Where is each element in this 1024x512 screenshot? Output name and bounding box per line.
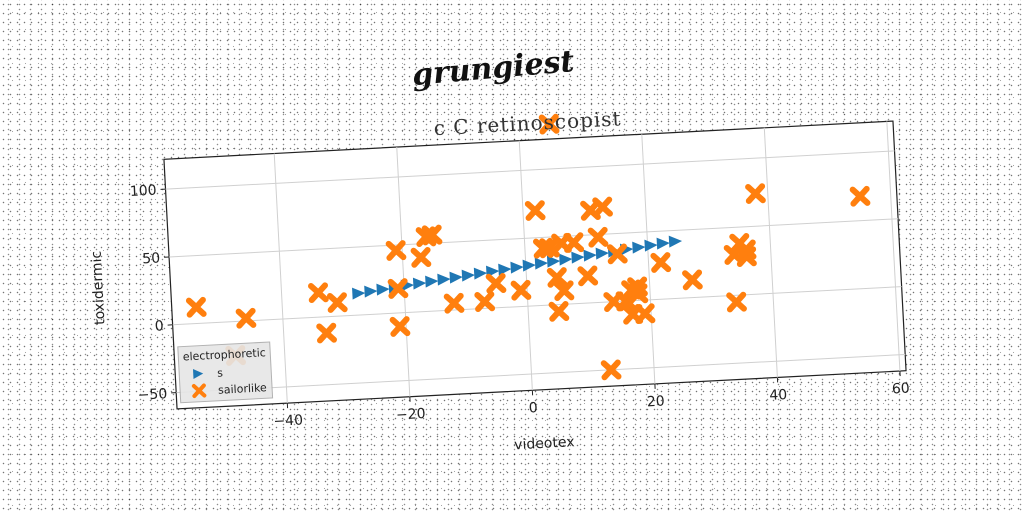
point-sailorlike: [538, 113, 560, 135]
legend-marker-sailorlike: [191, 383, 207, 399]
y-gridline: [169, 218, 899, 258]
x-gridline: [396, 147, 411, 397]
y-tick-label: 100: [129, 183, 157, 200]
point-sailorlike: [326, 292, 348, 313]
point-sailorlike: [524, 200, 546, 221]
point-s: [449, 271, 463, 284]
point-sailorlike: [443, 292, 465, 314]
point-sailorlike: [316, 322, 337, 344]
chart-title: c C retinoscopist: [433, 106, 622, 140]
point-sailorlike: [546, 267, 568, 288]
point-s: [510, 261, 524, 274]
legend-label-sailorlike: sailorlike: [218, 381, 268, 397]
point-s: [522, 259, 536, 272]
y-tick-label: 0: [154, 318, 164, 334]
point-sailorlike: [387, 278, 409, 299]
x-tick-label: 0: [528, 400, 538, 416]
point-s: [534, 257, 549, 270]
point-s: [668, 235, 683, 248]
point-sailorlike: [592, 196, 613, 218]
point-sailorlike: [410, 247, 432, 268]
point-sailorlike: [745, 183, 766, 204]
point-s: [571, 251, 585, 264]
point-sailorlike: [627, 283, 649, 304]
point-s: [546, 255, 561, 268]
y-gridline: [172, 286, 902, 326]
y-tick-label: 50: [142, 250, 161, 267]
point-s: [498, 263, 512, 276]
point-sailorlike: [849, 185, 871, 207]
point-s: [461, 269, 475, 282]
legend-marker-s: [192, 369, 204, 380]
x-tick-label: 40: [769, 387, 788, 404]
legend-title: electrophoretic: [182, 346, 266, 363]
point-sailorlike: [606, 243, 628, 265]
series-s: [352, 235, 683, 300]
point-sailorlike: [650, 252, 672, 273]
chart-suptitle: grungiest: [411, 44, 576, 93]
legend: electrophoretic s sailorlike: [177, 341, 274, 404]
x-gridline: [641, 134, 656, 384]
x-tick-label: 20: [646, 393, 665, 410]
point-s: [437, 273, 451, 286]
point-s: [412, 277, 427, 290]
x-tick-label: 60: [892, 381, 911, 398]
point-sailorlike: [600, 359, 622, 381]
x-gridline: [886, 121, 901, 372]
point-s: [352, 287, 366, 300]
legend-label-s: s: [217, 366, 224, 379]
point-sailorlike: [389, 316, 411, 337]
plot-area: −40 −20 0 20 40 60 −50 0 50 100 c C retinoscopist…: [89, 106, 911, 453]
x-axis-label: videotex: [514, 434, 575, 453]
point-s: [644, 239, 658, 252]
point-sailorlike: [474, 291, 496, 313]
x-tick-label: −20: [396, 406, 426, 424]
point-s: [364, 285, 378, 298]
x-gridline: [763, 127, 778, 378]
data-marks: [185, 113, 871, 381]
series-sailorlike: [185, 113, 871, 381]
point-s: [656, 237, 670, 250]
point-sailorlike: [682, 269, 703, 291]
point-sailorlike: [235, 307, 257, 329]
point-sailorlike: [421, 224, 443, 246]
point-sailorlike: [577, 265, 599, 287]
x-gridline: [273, 153, 288, 404]
ticks: −40 −20 0 20 40 60 −50 0 50 100: [129, 183, 911, 430]
point-sailorlike: [308, 282, 329, 304]
y-gridline: [176, 353, 906, 394]
point-s: [559, 253, 573, 266]
point-s: [583, 249, 597, 262]
point-sailorlike: [548, 301, 570, 322]
point-sailorlike: [510, 279, 532, 301]
point-sailorlike: [485, 273, 507, 294]
y-axis-label: toxidermic: [89, 250, 109, 325]
point-sailorlike: [587, 226, 609, 248]
point-sailorlike: [185, 296, 207, 318]
point-s: [595, 247, 609, 260]
y-gridline: [165, 150, 895, 190]
point-s: [473, 267, 488, 280]
point-s: [425, 275, 439, 288]
point-sailorlike: [726, 291, 747, 313]
point-s: [376, 283, 390, 296]
point-sailorlike: [563, 232, 585, 253]
point-sailorlike: [553, 280, 575, 302]
point-s: [632, 241, 646, 254]
y-tick-label: −50: [137, 386, 167, 404]
point-sailorlike: [634, 303, 656, 325]
point-sailorlike: [735, 239, 757, 261]
point-sailorlike: [385, 240, 407, 261]
x-tick-label: −40: [273, 412, 303, 430]
